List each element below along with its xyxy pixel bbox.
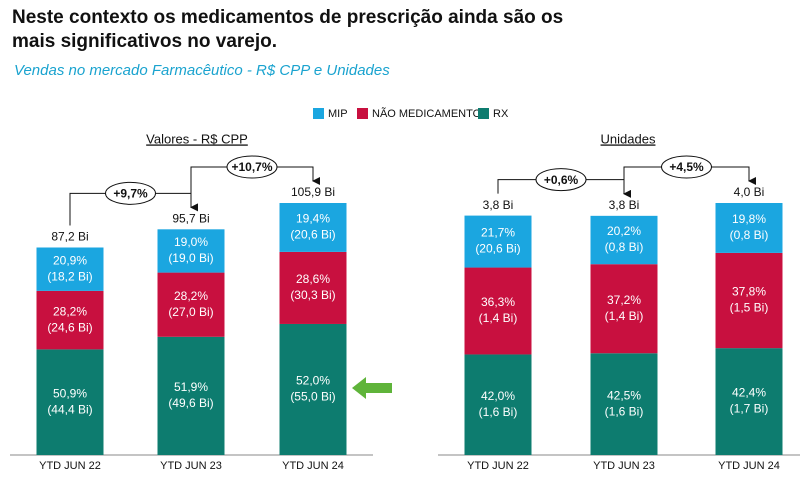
value-label: 19,8%: [732, 212, 766, 226]
value-label: 20,9%: [53, 253, 87, 267]
total-label: 4,0 Bi: [734, 185, 765, 199]
legend-label: RX: [493, 108, 509, 120]
bar-segment: [157, 272, 225, 337]
bar-segment: [715, 348, 783, 455]
value-label: 51,9%: [174, 380, 208, 394]
value-label: 52,0%: [296, 374, 330, 388]
value-label: 19,0%: [174, 235, 208, 249]
amount-label: (1,4 Bi): [479, 311, 518, 325]
amount-label: (1,4 Bi): [605, 309, 644, 323]
chart-title: Valores - R$ CPP: [146, 131, 248, 146]
amount-label: (1,6 Bi): [605, 404, 644, 418]
value-label: 50,9%: [53, 386, 87, 400]
bar-segment: [157, 336, 225, 455]
amount-label: (1,7 Bi): [730, 402, 769, 416]
bar-segment: [279, 203, 347, 252]
legend-label: NÃO MEDICAMENTO: [372, 107, 482, 120]
bar-segment: [715, 203, 783, 253]
growth-label: +9,7%: [113, 186, 148, 200]
value-label: 28,6%: [296, 272, 330, 286]
highlight-arrow: [352, 377, 392, 399]
value-label: 36,3%: [481, 295, 515, 309]
growth-label: +0,6%: [544, 173, 579, 187]
amount-label: (19,0 Bi): [168, 251, 213, 265]
legend-swatch: [357, 108, 368, 119]
chart-title: Unidades: [601, 131, 656, 146]
amount-label: (55,0 Bi): [290, 390, 335, 404]
value-label: 20,2%: [607, 224, 641, 238]
bar-segment: [464, 354, 532, 455]
bar-segment: [157, 229, 225, 273]
title: Neste contexto os medicamentos de prescr…: [12, 7, 564, 52]
amount-label: (1,6 Bi): [479, 405, 518, 419]
growth-badge: [535, 168, 587, 192]
legend-label: MIP: [328, 108, 348, 120]
amount-label: (0,8 Bi): [605, 240, 644, 254]
bar-segment: [464, 215, 532, 268]
value-label: 21,7%: [481, 226, 515, 240]
amount-label: (0,8 Bi): [730, 228, 769, 242]
amount-label: (1,5 Bi): [730, 301, 769, 315]
x-tick-label: YTD JUN 23: [593, 460, 655, 472]
total-label: 87,2 Bi: [51, 230, 88, 244]
value-label: 28,2%: [174, 289, 208, 303]
bar-segment: [590, 264, 658, 354]
bar-segment: [590, 353, 658, 455]
bar-segment: [464, 267, 532, 355]
bar-segment: [36, 247, 104, 291]
bar-segment: [715, 252, 783, 349]
bar-segment: [279, 323, 347, 455]
amount-label: (44,4 Bi): [47, 402, 92, 416]
bar-segment: [590, 215, 658, 265]
value-label: 19,4%: [296, 212, 330, 226]
x-tick-label: YTD JUN 24: [718, 460, 780, 472]
legend-swatch: [478, 108, 489, 119]
x-tick-label: YTD JUN 22: [39, 460, 101, 472]
value-label: 42,4%: [732, 386, 766, 400]
subtitle: Vendas no mercado Farmacêutico - R$ CPP …: [14, 62, 390, 79]
amount-label: (18,2 Bi): [47, 269, 92, 283]
value-label: 37,8%: [732, 285, 766, 299]
total-label: 105,9 Bi: [291, 185, 335, 199]
title-box: Neste contexto os medicamentos de prescr…: [12, 7, 564, 52]
amount-label: (27,0 Bi): [168, 305, 213, 319]
value-label: 42,0%: [481, 389, 515, 403]
x-tick-label: YTD JUN 22: [467, 460, 529, 472]
growth-label: +10,7%: [231, 160, 272, 174]
value-label: 37,2%: [607, 293, 641, 307]
growth-badge: [226, 155, 278, 179]
amount-label: (20,6 Bi): [290, 228, 335, 242]
amount-label: (49,6 Bi): [168, 396, 213, 410]
amount-label: (20,6 Bi): [475, 242, 520, 256]
value-label: 28,2%: [53, 304, 87, 318]
bar-segment: [36, 290, 104, 350]
bar-segment: [36, 349, 104, 455]
value-label: 42,5%: [607, 388, 641, 402]
legend-swatch: [313, 108, 324, 119]
growth-badge: [105, 181, 156, 205]
bar-segment: [279, 251, 347, 324]
total-label: 3,8 Bi: [609, 198, 640, 212]
total-label: 3,8 Bi: [483, 198, 514, 212]
growth-label: +4,5%: [669, 160, 704, 174]
amount-label: (24,6 Bi): [47, 320, 92, 334]
total-label: 95,7 Bi: [172, 211, 209, 225]
growth-badge: [661, 155, 712, 179]
x-tick-label: YTD JUN 23: [160, 460, 222, 472]
x-tick-label: YTD JUN 24: [282, 460, 344, 472]
amount-label: (30,3 Bi): [290, 288, 335, 302]
